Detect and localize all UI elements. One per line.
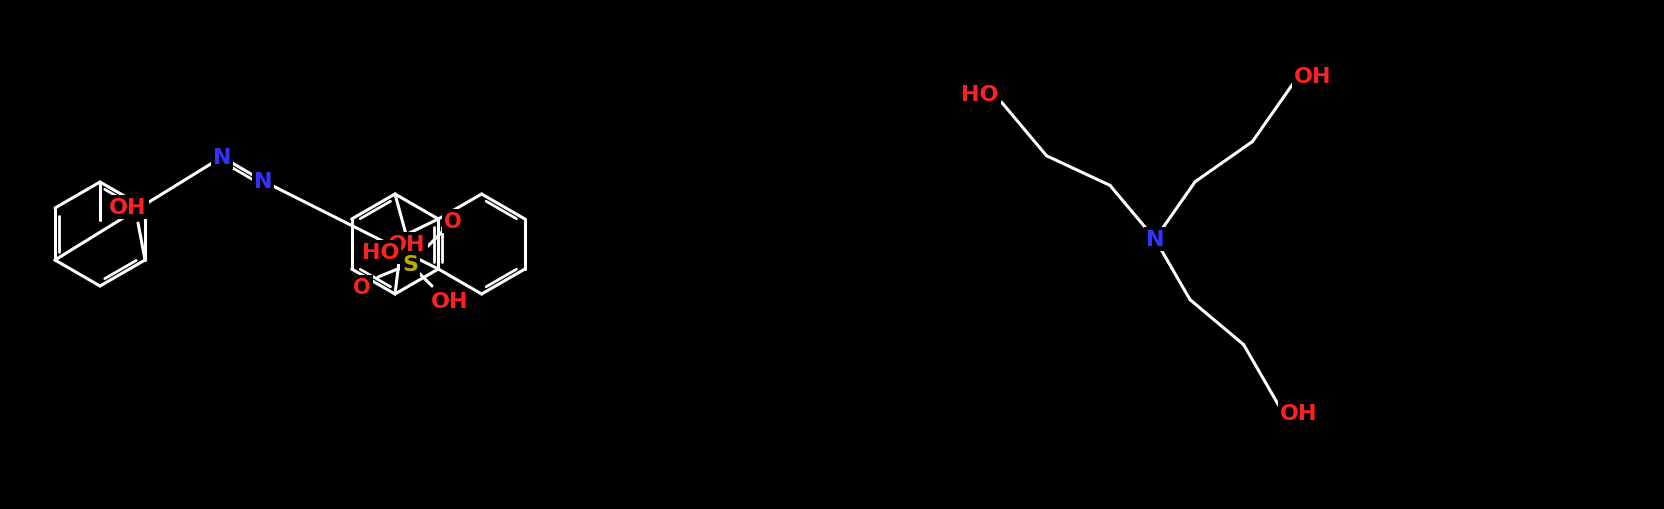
- Text: OH: OH: [431, 292, 469, 312]
- Text: O: O: [444, 212, 461, 232]
- Text: N: N: [1145, 230, 1163, 249]
- Text: N: N: [253, 172, 273, 191]
- Text: HO: HO: [960, 85, 998, 105]
- Text: OH: OH: [388, 235, 426, 254]
- Text: N: N: [213, 148, 231, 167]
- Text: S: S: [401, 254, 418, 274]
- Text: HO: HO: [361, 242, 399, 263]
- Text: OH: OH: [1280, 404, 1316, 423]
- Text: O: O: [353, 277, 371, 297]
- Text: OH: OH: [110, 197, 146, 217]
- Text: OH: OH: [1293, 67, 1331, 87]
